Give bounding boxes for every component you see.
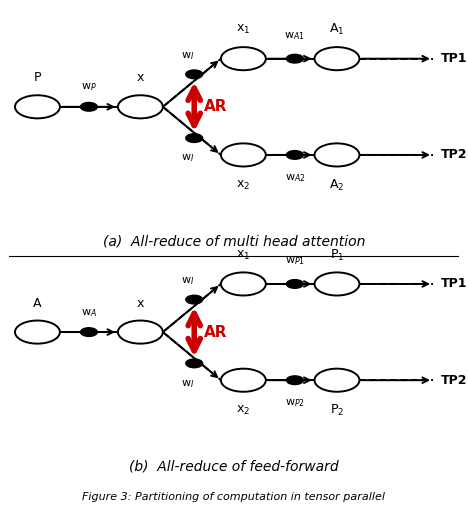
- Circle shape: [286, 54, 303, 63]
- Text: x: x: [137, 297, 144, 310]
- Text: (b)  All-reduce of feed-forward: (b) All-reduce of feed-forward: [129, 460, 339, 474]
- Text: w$_P$: w$_P$: [81, 81, 97, 94]
- Circle shape: [118, 95, 163, 118]
- Text: w$_I$: w$_I$: [181, 153, 194, 164]
- Text: w$_{P2}$: w$_{P2}$: [285, 397, 305, 409]
- Circle shape: [221, 369, 266, 392]
- Text: P$_2$: P$_2$: [330, 403, 344, 418]
- Circle shape: [221, 47, 266, 70]
- Circle shape: [286, 280, 303, 288]
- Text: P: P: [34, 72, 41, 84]
- Text: TP1: TP1: [441, 278, 467, 290]
- Text: Figure 3: Partitioning of computation in tensor parallel: Figure 3: Partitioning of computation in…: [82, 492, 386, 502]
- Circle shape: [80, 102, 97, 111]
- Circle shape: [15, 95, 60, 118]
- Text: TP2: TP2: [441, 148, 467, 161]
- Circle shape: [314, 369, 359, 392]
- Circle shape: [186, 359, 203, 368]
- Text: x: x: [137, 72, 144, 84]
- Text: AR: AR: [204, 99, 227, 114]
- Text: x$_1$: x$_1$: [236, 23, 250, 36]
- Circle shape: [186, 134, 203, 142]
- Circle shape: [314, 272, 359, 295]
- Text: P$_1$: P$_1$: [330, 247, 344, 263]
- Text: A$_1$: A$_1$: [329, 22, 344, 37]
- Text: TP2: TP2: [441, 374, 467, 387]
- Circle shape: [118, 321, 163, 344]
- Text: w$_{A1}$: w$_{A1}$: [285, 30, 305, 41]
- Text: w$_I$: w$_I$: [181, 378, 194, 390]
- Circle shape: [186, 295, 203, 304]
- Text: (a)  All-reduce of multi head attention: (a) All-reduce of multi head attention: [103, 234, 365, 248]
- Circle shape: [286, 376, 303, 385]
- Circle shape: [221, 272, 266, 295]
- Text: TP1: TP1: [441, 52, 467, 65]
- Text: w$_A$: w$_A$: [81, 307, 97, 319]
- Circle shape: [80, 328, 97, 336]
- Text: w$_{P1}$: w$_{P1}$: [285, 255, 305, 267]
- Text: x$_2$: x$_2$: [236, 404, 250, 417]
- Circle shape: [15, 321, 60, 344]
- Circle shape: [314, 143, 359, 166]
- Text: w$_I$: w$_I$: [181, 50, 194, 62]
- Circle shape: [186, 70, 203, 79]
- Text: w$_{A2}$: w$_{A2}$: [285, 172, 305, 184]
- Circle shape: [221, 143, 266, 166]
- Text: AR: AR: [204, 325, 227, 339]
- Circle shape: [286, 151, 303, 159]
- Circle shape: [314, 47, 359, 70]
- Text: x$_2$: x$_2$: [236, 179, 250, 191]
- Text: A$_2$: A$_2$: [329, 178, 344, 193]
- Text: x$_1$: x$_1$: [236, 248, 250, 262]
- Text: w$_I$: w$_I$: [181, 275, 194, 287]
- Text: A: A: [33, 297, 42, 310]
